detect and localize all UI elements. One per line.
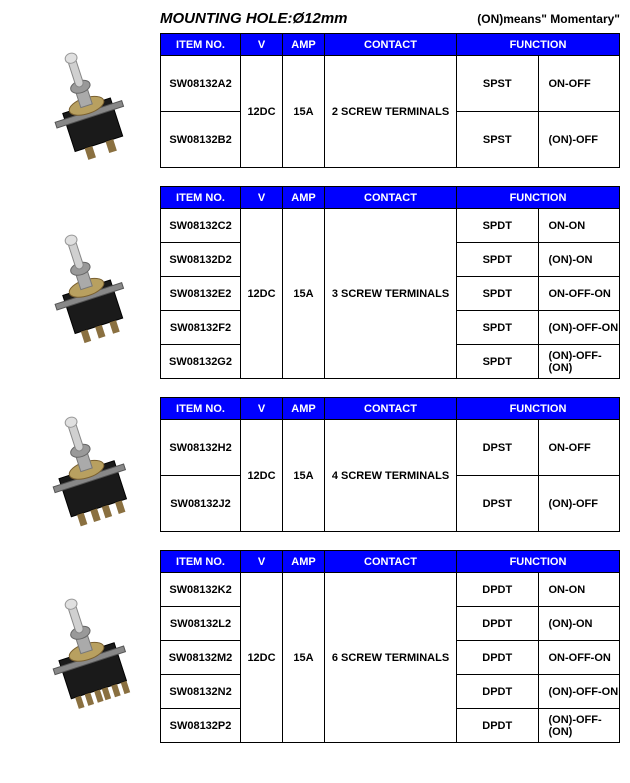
cell-ftype: DPDT xyxy=(457,709,539,743)
th-contact: CONTACT xyxy=(325,187,457,209)
th-contact: CONTACT xyxy=(325,34,457,56)
cell-item: SW08132D2 xyxy=(161,243,241,277)
cell-faction: (ON)-OFF-ON xyxy=(538,675,620,709)
cell-item: SW08132F2 xyxy=(161,311,241,345)
spec-table-3: ITEM NO. V AMP CONTACT FUNCTION SW08132H… xyxy=(160,397,620,532)
cell-faction: ON-OFF-ON xyxy=(538,277,620,311)
cell-item: SW08132H2 xyxy=(161,420,241,476)
cell-faction: ON-ON xyxy=(538,573,620,607)
cell-item: SW08132N2 xyxy=(161,675,241,709)
cell-ftype: SPDT xyxy=(457,311,539,345)
cell-v: 12DC xyxy=(241,209,283,379)
cell-faction: ON-OFF-ON xyxy=(538,641,620,675)
cell-ftype: SPDT xyxy=(457,345,539,379)
toggle-switch-icon xyxy=(30,36,140,166)
cell-faction: ON-ON xyxy=(538,209,620,243)
cell-item: SW08132J2 xyxy=(161,476,241,532)
th-item: ITEM NO. xyxy=(161,187,241,209)
toggle-switch-icon xyxy=(30,400,140,530)
th-function: FUNCTION xyxy=(457,187,620,209)
cell-ftype: SPDT xyxy=(457,243,539,277)
cell-ftype: DPDT xyxy=(457,641,539,675)
cell-item: SW08132A2 xyxy=(161,56,241,112)
page-title: MOUNTING HOLE:Ø12mm xyxy=(160,10,348,27)
cell-ftype: SPDT xyxy=(457,209,539,243)
cell-amp: 15A xyxy=(283,420,325,532)
th-contact: CONTACT xyxy=(325,398,457,420)
section-1: ITEM NO. V AMP CONTACT FUNCTION SW08132A… xyxy=(10,33,620,168)
th-function: FUNCTION xyxy=(457,398,620,420)
toggle-switch-icon xyxy=(30,582,140,712)
cell-contact: 2 SCREW TERMINALS xyxy=(325,56,457,168)
cell-faction: (ON)-ON xyxy=(538,243,620,277)
page-note: (ON)means" Momentary" xyxy=(477,12,620,26)
th-v: V xyxy=(241,34,283,56)
spec-table-4: ITEM NO. V AMP CONTACT FUNCTION SW08132K… xyxy=(160,550,620,743)
cell-item: SW08132B2 xyxy=(161,112,241,168)
cell-item: SW08132G2 xyxy=(161,345,241,379)
cell-contact: 6 SCREW TERMINALS xyxy=(325,573,457,743)
th-amp: AMP xyxy=(283,398,325,420)
cell-item: SW08132P2 xyxy=(161,709,241,743)
cell-faction: (ON)-OFF-(ON) xyxy=(538,709,620,743)
cell-contact: 3 SCREW TERMINALS xyxy=(325,209,457,379)
cell-faction: (ON)-OFF-ON xyxy=(538,311,620,345)
section-2: ITEM NO. V AMP CONTACT FUNCTION SW08132C… xyxy=(10,186,620,379)
th-v: V xyxy=(241,398,283,420)
cell-ftype: SPDT xyxy=(457,277,539,311)
cell-ftype: DPST xyxy=(457,420,539,476)
cell-v: 12DC xyxy=(241,420,283,532)
th-amp: AMP xyxy=(283,187,325,209)
th-v: V xyxy=(241,551,283,573)
th-item: ITEM NO. xyxy=(161,398,241,420)
th-function: FUNCTION xyxy=(457,34,620,56)
cell-item: SW08132K2 xyxy=(161,573,241,607)
cell-faction: (ON)-ON xyxy=(538,607,620,641)
cell-amp: 15A xyxy=(283,573,325,743)
cell-ftype: DPDT xyxy=(457,573,539,607)
toggle-switch-icon xyxy=(30,218,140,348)
th-item: ITEM NO. xyxy=(161,34,241,56)
cell-faction: (ON)-OFF-(ON) xyxy=(538,345,620,379)
cell-ftype: DPDT xyxy=(457,675,539,709)
th-v: V xyxy=(241,187,283,209)
cell-faction: (ON)-OFF xyxy=(538,476,620,532)
cell-ftype: SPST xyxy=(457,112,539,168)
cell-v: 12DC xyxy=(241,56,283,168)
cell-item: SW08132E2 xyxy=(161,277,241,311)
spec-table-2: ITEM NO. V AMP CONTACT FUNCTION SW08132C… xyxy=(160,186,620,379)
th-item: ITEM NO. xyxy=(161,551,241,573)
section-3: ITEM NO. V AMP CONTACT FUNCTION SW08132H… xyxy=(10,397,620,532)
cell-v: 12DC xyxy=(241,573,283,743)
cell-item: SW08132L2 xyxy=(161,607,241,641)
th-amp: AMP xyxy=(283,34,325,56)
cell-contact: 4 SCREW TERMINALS xyxy=(325,420,457,532)
cell-ftype: DPST xyxy=(457,476,539,532)
th-contact: CONTACT xyxy=(325,551,457,573)
cell-faction: (ON)-OFF xyxy=(538,112,620,168)
th-amp: AMP xyxy=(283,551,325,573)
cell-faction: ON-OFF xyxy=(538,420,620,476)
cell-ftype: DPDT xyxy=(457,607,539,641)
spec-table-1: ITEM NO. V AMP CONTACT FUNCTION SW08132A… xyxy=(160,33,620,168)
th-function: FUNCTION xyxy=(457,551,620,573)
section-4: ITEM NO. V AMP CONTACT FUNCTION SW08132K… xyxy=(10,550,620,743)
cell-item: SW08132C2 xyxy=(161,209,241,243)
cell-item: SW08132M2 xyxy=(161,641,241,675)
cell-amp: 15A xyxy=(283,209,325,379)
cell-ftype: SPST xyxy=(457,56,539,112)
cell-amp: 15A xyxy=(283,56,325,168)
cell-faction: ON-OFF xyxy=(538,56,620,112)
